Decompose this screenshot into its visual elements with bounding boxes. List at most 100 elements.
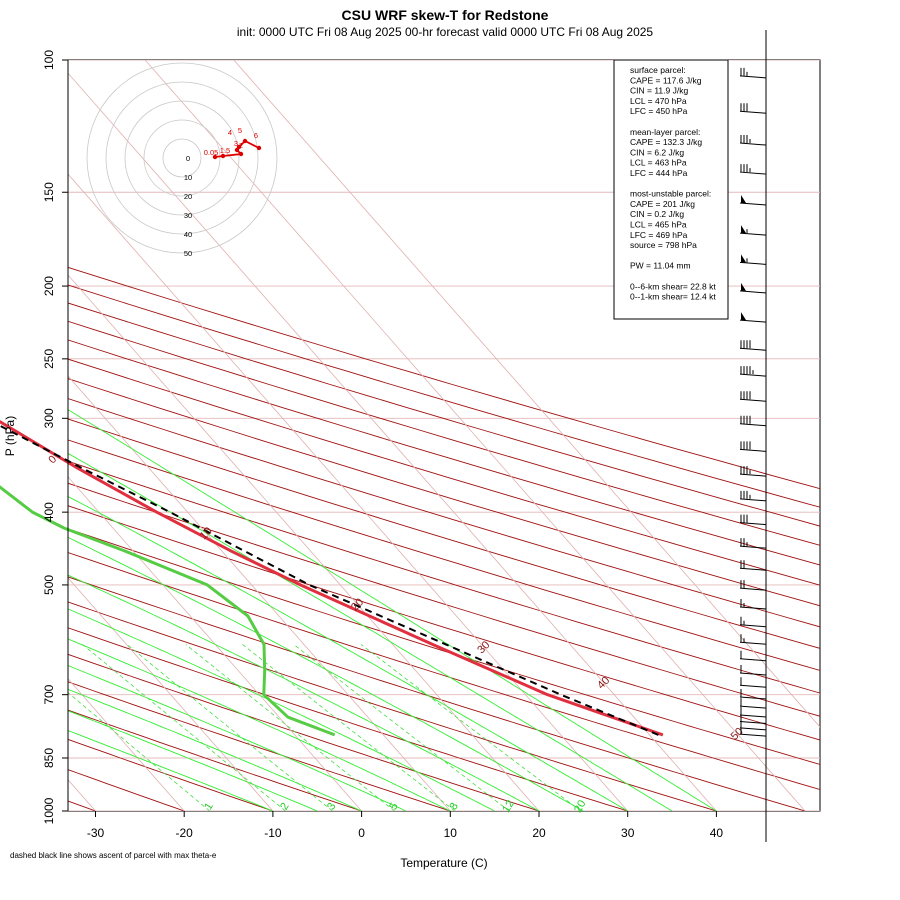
x-tick-label: 0 (358, 826, 365, 840)
dry-adiabat (68, 266, 820, 490)
moist-adiabat (68, 574, 540, 811)
dry-adiabat (68, 576, 806, 811)
info-line: CAPE = 117.6 J/kg (630, 75, 702, 85)
isotherm-line (68, 274, 540, 811)
parcel-line (0, 424, 659, 736)
dry-adiabat (68, 627, 628, 811)
y-tick-label: 250 (42, 349, 56, 369)
dry-adiabat (68, 653, 540, 811)
info-line: LCL = 465 hPa (630, 220, 687, 230)
y-tick-label: 400 (42, 502, 56, 522)
dry-adiabat (68, 418, 820, 649)
wind-barb (739, 103, 767, 114)
moist-adiabat-lines (68, 409, 717, 811)
wind-barb-column (739, 30, 767, 842)
temperature-line (0, 419, 664, 737)
wind-barb (739, 514, 767, 526)
isotherm-line (68, 72, 717, 811)
wind-barb (739, 441, 767, 452)
info-line: CIN = 0.2 J/kg (630, 209, 684, 219)
pressure-axis: 100 150 200 250 300 400 500 700 850 1000 (42, 50, 69, 824)
dry-adiabat (68, 398, 820, 628)
isotherm-line (68, 375, 451, 811)
hodograph-point (242, 138, 248, 144)
isotherm-labels: -1001020304050 (46, 453, 745, 742)
temperature-axis: -30 -20 -10 0 10 20 30 40 (87, 811, 724, 840)
wind-barb (739, 466, 767, 477)
info-line: 0--6-km shear= 22.8 kt (630, 281, 716, 291)
hodograph-ring-label: 20 (184, 192, 192, 201)
wind-barb (739, 650, 767, 662)
info-header: most-unstable parcel: (630, 189, 711, 199)
wind-barb (739, 698, 767, 709)
dry-adiabat (68, 339, 820, 566)
hodograph-height-label: 6 (254, 131, 258, 140)
wind-barb (739, 706, 767, 718)
mixing-ratio-label: 3 (325, 801, 338, 812)
y-tick-label: 1000 (42, 797, 56, 824)
mixing-ratio-label: 12 (500, 798, 517, 815)
wind-barb (739, 415, 767, 427)
x-tick-label: -20 (176, 826, 194, 840)
x-tick-label: 10 (444, 826, 458, 840)
wind-barb (739, 490, 767, 502)
chart-title: CSU WRF skew-T for Redstone (342, 7, 549, 23)
moist-adiabat (68, 536, 584, 811)
sounding-profiles (0, 419, 664, 737)
mixing-ratio-label: 2 (278, 801, 291, 812)
info-header: surface parcel: (630, 65, 686, 75)
y-tick-label: 100 (42, 50, 56, 70)
hodograph-ring (162, 138, 202, 178)
hodograph-point (212, 154, 218, 160)
x-tick-label: 30 (621, 826, 635, 840)
hodograph-height-label: 2 (239, 141, 243, 150)
mixing-ratio-label: 8 (448, 801, 461, 812)
y-axis-label: P (hPa) (3, 416, 17, 456)
isotherm-line (233, 60, 820, 728)
wind-barb (739, 616, 767, 628)
wind-barb (739, 282, 767, 294)
wind-barb (739, 688, 767, 700)
info-line: CIN = 11.9 J/kg (630, 86, 688, 96)
y-tick-label: 700 (42, 684, 56, 704)
x-tick-label: -10 (264, 826, 282, 840)
wind-barb (739, 580, 767, 591)
x-tick-label: 40 (710, 826, 724, 840)
mixing-ratio-line (293, 644, 510, 811)
moist-adiabat (68, 688, 362, 811)
info-header: mean-layer parcel: (630, 127, 700, 137)
hodograph-height-label: 1.5 (220, 146, 230, 155)
wind-barb (739, 560, 767, 571)
wind-barb (739, 194, 767, 206)
info-line: source = 798 hPa (630, 240, 697, 250)
info-line: CIN = 6.2 J/kg (630, 147, 684, 157)
y-tick-label: 200 (42, 276, 56, 296)
mixing-ratio-line (82, 644, 286, 811)
hodograph-point (236, 144, 242, 150)
dry-adiabat (68, 552, 820, 791)
moist-adiabat (68, 710, 318, 811)
mixing-ratio-line (126, 644, 333, 811)
dewpoint-line (0, 485, 336, 737)
dry-adiabat (68, 482, 820, 717)
isotherm-line (68, 173, 629, 811)
info-line: CAPE = 201 J/kg (630, 199, 695, 209)
mixing-ratio-line (242, 644, 456, 811)
moist-adiabat (68, 665, 407, 811)
info-line: LCL = 463 hPa (630, 158, 687, 168)
wind-barb (739, 135, 767, 146)
x-tick-label: -30 (87, 826, 105, 840)
dry-adiabat (68, 769, 185, 811)
wind-barb (739, 340, 767, 351)
moist-adiabat (68, 730, 274, 811)
isotherm-lines (68, 60, 820, 811)
mixing-ratio-label: 20 (572, 798, 589, 815)
y-tick-label: 850 (42, 748, 56, 768)
dry-adiabat (68, 738, 274, 811)
hodograph-point (256, 145, 262, 151)
wind-barb (739, 164, 767, 175)
hodograph-height-label: 3 (234, 139, 238, 148)
hodograph-ring-label: 10 (184, 173, 192, 182)
mixing-ratio-line (185, 644, 395, 811)
